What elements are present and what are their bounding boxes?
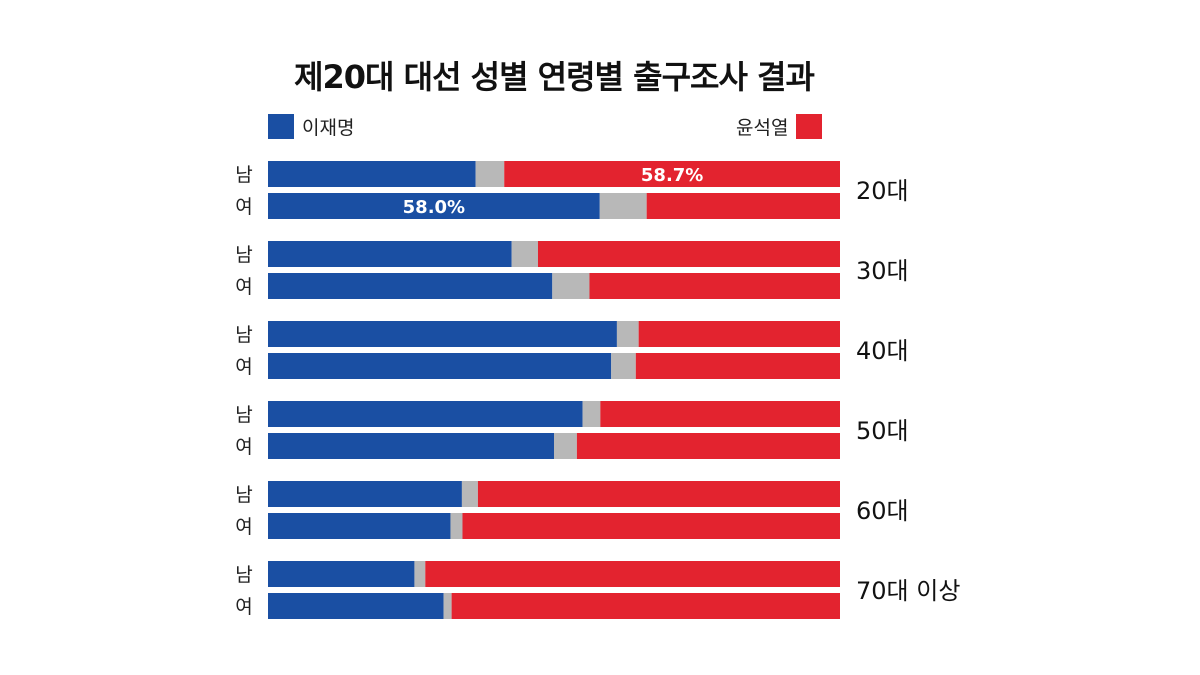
- age-group-label: 20대: [856, 177, 909, 205]
- bar-lee: [268, 321, 617, 347]
- bar-other: [443, 593, 452, 619]
- bar-lee: [268, 353, 612, 379]
- bar-yoon: [504, 161, 840, 187]
- legend-yoon: 윤석열: [736, 113, 823, 140]
- legend-label-lee: 이재명: [302, 117, 355, 139]
- legend-swatch-yoon: [796, 114, 823, 139]
- bar-other: [552, 273, 590, 299]
- bar-yoon: [576, 433, 840, 459]
- gender-label: 남: [235, 324, 252, 346]
- bar-yoon: [600, 401, 840, 427]
- bar-lee: [268, 513, 451, 539]
- bar-other: [616, 321, 639, 347]
- bar-lee: [268, 161, 476, 187]
- bar-other: [475, 161, 505, 187]
- bar-other: [611, 353, 636, 379]
- age-group-label: 30대: [856, 257, 909, 285]
- bar-lee: [268, 401, 583, 427]
- gender-label: 여: [235, 356, 252, 378]
- bar-yoon: [638, 321, 840, 347]
- gender-label: 여: [235, 596, 252, 618]
- legend-lee: 이재명: [268, 113, 354, 140]
- bar-yoon: [462, 513, 840, 539]
- bar-yoon: [537, 241, 840, 267]
- data-label: 58.7%: [641, 165, 703, 186]
- gender-label: 남: [235, 164, 252, 186]
- bar-other: [511, 241, 538, 267]
- bar-lee: [268, 481, 462, 507]
- bar-lee: [268, 273, 553, 299]
- bar-yoon: [635, 353, 840, 379]
- bar-yoon: [451, 593, 840, 619]
- gender-label: 남: [235, 404, 252, 426]
- bar-other: [599, 193, 647, 219]
- gender-label: 남: [235, 564, 252, 586]
- bar-yoon: [477, 481, 840, 507]
- bar-yoon: [646, 193, 840, 219]
- gender-label: 남: [235, 244, 252, 266]
- bar-other: [450, 513, 463, 539]
- data-label: 58.0%: [403, 197, 465, 218]
- bar-lee: [268, 433, 554, 459]
- age-group-label: 40대: [856, 337, 909, 365]
- legend-label-yoon: 윤석열: [736, 117, 789, 139]
- gender-label: 남: [235, 484, 252, 506]
- bar-yoon: [589, 273, 840, 299]
- age-group-label: 50대: [856, 417, 909, 445]
- gender-label: 여: [235, 276, 252, 298]
- chart-title: 제20대 대선 성별 연령별 출구조사 결과: [294, 58, 815, 96]
- gender-label: 여: [235, 436, 252, 458]
- age-group-label: 70대 이상: [856, 577, 960, 605]
- bar-lee: [268, 241, 512, 267]
- bar-other: [582, 401, 601, 427]
- bar-other: [414, 561, 426, 587]
- bar-other: [461, 481, 478, 507]
- legend-swatch-lee: [268, 114, 294, 139]
- gender-label: 여: [235, 196, 252, 218]
- bar-yoon: [425, 561, 840, 587]
- age-group-label: 60대: [856, 497, 909, 525]
- gender-label: 여: [235, 516, 252, 538]
- bar-lee: [268, 193, 600, 219]
- bar-lee: [268, 593, 444, 619]
- bar-other: [554, 433, 577, 459]
- bar-lee: [268, 561, 415, 587]
